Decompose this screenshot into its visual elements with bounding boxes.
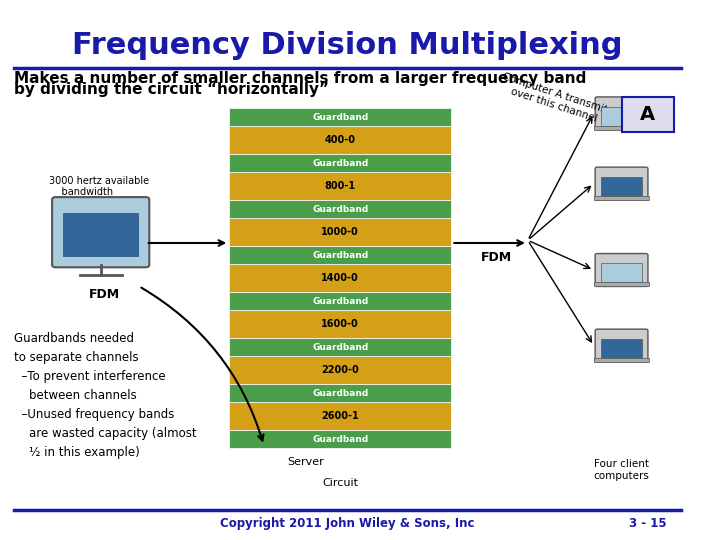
Bar <box>594 282 649 286</box>
Bar <box>229 310 451 338</box>
Text: Guardband: Guardband <box>312 159 369 167</box>
Text: 1000-0: 1000-0 <box>321 227 359 237</box>
Text: Copyright 2011 John Wiley & Sons, Inc: Copyright 2011 John Wiley & Sons, Inc <box>220 517 474 530</box>
Text: Makes a number of smaller channels from a larger frequency band: Makes a number of smaller channels from … <box>14 71 586 86</box>
Text: 2600-1: 2600-1 <box>321 411 359 421</box>
Bar <box>229 108 451 126</box>
FancyBboxPatch shape <box>600 177 642 195</box>
Bar <box>229 154 451 172</box>
Bar <box>229 126 451 154</box>
FancyBboxPatch shape <box>600 339 642 358</box>
Text: Computer A transmits
over this channel: Computer A transmits over this channel <box>498 72 613 128</box>
Bar <box>229 200 451 218</box>
Text: FDM: FDM <box>481 251 512 264</box>
Bar <box>594 125 649 130</box>
Text: Guardband: Guardband <box>312 435 369 443</box>
Text: Four client
computers: Four client computers <box>593 459 649 481</box>
FancyBboxPatch shape <box>595 254 648 286</box>
Bar <box>229 430 451 448</box>
FancyBboxPatch shape <box>600 106 642 125</box>
Text: 400-0: 400-0 <box>325 135 356 145</box>
Bar <box>229 264 451 292</box>
FancyBboxPatch shape <box>63 213 139 256</box>
Bar <box>229 402 451 430</box>
Text: 2200-0: 2200-0 <box>321 365 359 375</box>
Text: Guardbands needed
to separate channels
  –To prevent interference
    between ch: Guardbands needed to separate channels –… <box>14 332 197 459</box>
FancyBboxPatch shape <box>600 263 642 282</box>
Text: A: A <box>640 105 655 124</box>
FancyBboxPatch shape <box>595 329 648 362</box>
Text: Guardband: Guardband <box>312 389 369 397</box>
Text: 800-1: 800-1 <box>325 181 356 191</box>
FancyBboxPatch shape <box>595 167 648 200</box>
FancyBboxPatch shape <box>621 97 674 132</box>
Text: 1600-0: 1600-0 <box>321 319 359 329</box>
FancyBboxPatch shape <box>595 97 648 130</box>
Bar <box>594 358 649 362</box>
Bar <box>229 338 451 356</box>
Text: Guardband: Guardband <box>312 251 369 260</box>
Text: Guardband: Guardband <box>312 205 369 214</box>
Text: FDM: FDM <box>89 288 120 301</box>
Text: Server: Server <box>287 457 324 467</box>
Text: Guardband: Guardband <box>312 342 369 352</box>
Bar <box>229 292 451 310</box>
Text: Circuit: Circuit <box>323 478 359 488</box>
Bar <box>229 356 451 384</box>
Text: 3 - 15: 3 - 15 <box>629 517 667 530</box>
Text: Guardband: Guardband <box>312 113 369 122</box>
Bar <box>229 218 451 246</box>
Text: 1400-0: 1400-0 <box>321 273 359 283</box>
FancyBboxPatch shape <box>52 197 149 267</box>
Text: Frequency Division Multiplexing: Frequency Division Multiplexing <box>72 31 623 60</box>
Text: by dividing the circuit “horizontally”: by dividing the circuit “horizontally” <box>14 82 329 97</box>
Text: 3000 hertz available
    bandwidth: 3000 hertz available bandwidth <box>49 176 149 197</box>
Text: Guardband: Guardband <box>312 296 369 306</box>
Bar <box>229 384 451 402</box>
Bar <box>229 246 451 264</box>
Bar <box>229 172 451 200</box>
Bar <box>594 195 649 200</box>
